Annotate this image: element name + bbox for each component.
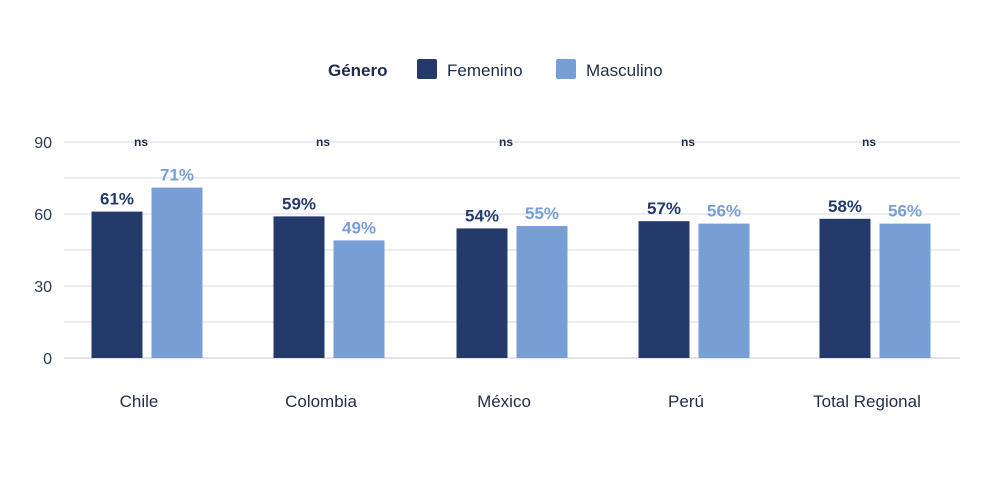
- bars: [91, 187, 931, 358]
- bar-femenino: [456, 228, 508, 358]
- legend-swatch-masculino: [556, 59, 576, 79]
- y-tick-label: 0: [43, 351, 52, 368]
- y-tick-label: 90: [34, 135, 52, 152]
- significance-label: ns: [862, 135, 876, 149]
- y-tick-label: 60: [34, 207, 52, 224]
- significance-label: ns: [316, 135, 330, 149]
- bar-femenino: [638, 221, 690, 358]
- bar-femenino: [91, 211, 143, 358]
- significance-label: ns: [499, 135, 513, 149]
- bar-masculino: [151, 187, 203, 358]
- bar-masculino: [516, 226, 568, 358]
- legend-label-femenino: Femenino: [447, 61, 523, 80]
- legend-label-masculino: Masculino: [586, 61, 663, 80]
- data-label: 71%: [160, 166, 194, 185]
- bar-masculino: [333, 240, 385, 358]
- gridlines: [64, 141, 960, 359]
- data-label: 49%: [342, 218, 376, 237]
- y-tick-label: 30: [34, 279, 52, 296]
- legend-title: Género: [328, 61, 388, 80]
- category-label: Colombia: [285, 392, 357, 411]
- legend-swatch-femenino: [417, 59, 437, 79]
- data-label: 58%: [828, 197, 862, 216]
- category-label: Perú: [668, 392, 704, 411]
- labels: 61% 71% ns Chile 59% 49% ns Colombia 54% 55% ns Méx…: [100, 135, 922, 411]
- data-label: 56%: [888, 202, 922, 221]
- significance-label: ns: [681, 135, 695, 149]
- bar-masculino: [879, 223, 931, 358]
- bar-femenino: [273, 216, 325, 358]
- category-label: Total Regional: [813, 392, 921, 411]
- data-label: 59%: [282, 194, 316, 213]
- bar-femenino: [819, 218, 871, 358]
- category-label: México: [477, 392, 531, 411]
- data-label: 56%: [707, 202, 741, 221]
- data-label: 55%: [525, 204, 559, 223]
- data-label: 61%: [100, 190, 134, 209]
- significance-label: ns: [134, 135, 148, 149]
- data-label: 54%: [465, 206, 499, 225]
- category-label: Chile: [120, 392, 159, 411]
- data-label: 57%: [647, 199, 681, 218]
- bar-masculino: [698, 223, 750, 358]
- y-axis: 0 30 60 90: [34, 135, 52, 368]
- legend: Género Femenino Masculino: [328, 59, 663, 80]
